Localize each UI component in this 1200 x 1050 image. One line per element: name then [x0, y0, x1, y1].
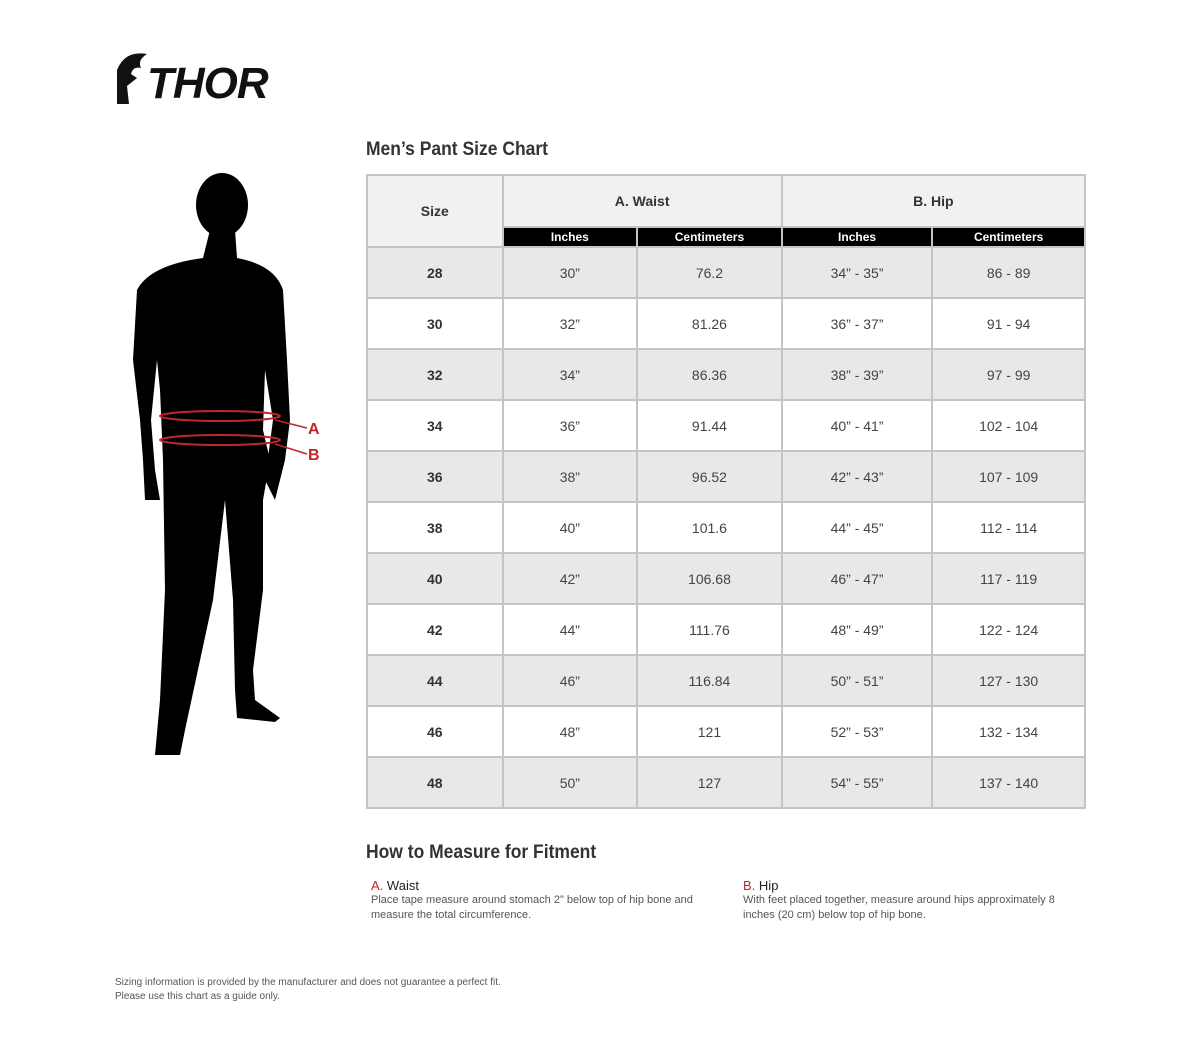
waist-inches-cell: 40”: [501, 501, 639, 554]
table-row: 48 50” 127 54” - 55” 137 - 140: [366, 756, 1086, 809]
size-cell: 28: [366, 246, 504, 299]
hip-cm-cell: 137 - 140: [931, 756, 1086, 809]
hip-inches-cell: 40” - 41”: [780, 399, 934, 452]
size-cell: 30: [366, 297, 504, 350]
waist-inches-cell: 48”: [501, 705, 639, 758]
table-row: 44 46” 116.84 50” - 51” 127 - 130: [366, 654, 1086, 707]
label-a: A: [308, 421, 320, 438]
hip-cm-cell: 102 - 104: [931, 399, 1086, 452]
waist-name: Waist: [386, 878, 419, 893]
size-cell: 38: [366, 501, 504, 554]
disclaimer-line-2: Please use this chart as a guide only.: [115, 991, 280, 1002]
waist-inches-cell: 36”: [501, 399, 639, 452]
disclaimer-line-1: Sizing information is provided by the ma…: [115, 977, 501, 988]
table-row: 28 30” 76.2 34” - 35” 86 - 89: [366, 246, 1086, 299]
waist-cm-cell: 116.84: [636, 654, 783, 707]
hip-cm-cell: 107 - 109: [931, 450, 1086, 503]
waist-inches-cell: 34”: [501, 348, 639, 401]
size-cell: 42: [366, 603, 504, 656]
hip-header: B. Hip: [780, 174, 1087, 228]
size-cell: 32: [366, 348, 504, 401]
hip-cm-cell: 122 - 124: [931, 603, 1086, 656]
waist-header: A. Waist: [501, 174, 783, 228]
waist-inches-cell: 46”: [501, 654, 639, 707]
hip-cm-header: Centimeters: [931, 226, 1086, 248]
waist-inches-cell: 44”: [501, 603, 639, 656]
hip-name: Hip: [758, 878, 779, 893]
table-row: 38 40” 101.6 44” - 45” 112 - 114: [366, 501, 1086, 554]
hip-line: [159, 434, 281, 446]
hip-inches-cell: 46” - 47”: [780, 552, 934, 605]
chart-title: Men’s Pant Size Chart: [366, 139, 548, 160]
size-header: Size: [366, 174, 504, 248]
hip-inches-cell: 44” - 45”: [780, 501, 934, 554]
hip-cm-cell: 97 - 99: [931, 348, 1086, 401]
waist-cm-cell: 86.36: [636, 348, 783, 401]
table-row: 34 36” 91.44 40” - 41” 102 - 104: [366, 399, 1086, 452]
hip-inches-cell: 36” - 37”: [780, 297, 934, 350]
hip-text: With feet placed together, measure aroun…: [743, 894, 1055, 921]
svg-text:THOR: THOR: [147, 59, 269, 108]
table-row: 30 32” 81.26 36” - 37” 91 - 94: [366, 297, 1086, 350]
hip-cm-cell: 127 - 130: [931, 654, 1086, 707]
size-cell: 34: [366, 399, 504, 452]
hip-letter: B.: [743, 878, 756, 893]
waist-inches-cell: 50”: [501, 756, 639, 809]
waist-inches-cell: 38”: [501, 450, 639, 503]
hip-cm-cell: 112 - 114: [931, 501, 1086, 554]
hip-inches-cell: 54” - 55”: [780, 756, 934, 809]
waist-cm-header: Centimeters: [636, 226, 783, 248]
waist-cm-cell: 121: [636, 705, 783, 758]
waist-cm-cell: 81.26: [636, 297, 783, 350]
waist-instructions: A. Waist Place tape measure around stoma…: [371, 878, 711, 923]
body-silhouette: A B: [133, 173, 320, 755]
thor-logo: THOR: [117, 53, 270, 108]
table-row: 32 34” 86.36 38” - 39” 97 - 99: [366, 348, 1086, 401]
waist-text: Place tape measure around stomach 2" bel…: [371, 894, 693, 921]
hip-cm-cell: 86 - 89: [931, 246, 1086, 299]
hip-inches-cell: 52” - 53”: [780, 705, 934, 758]
size-cell: 40: [366, 552, 504, 605]
waist-inches-cell: 42”: [501, 552, 639, 605]
waist-cm-cell: 106.68: [636, 552, 783, 605]
waist-cm-cell: 76.2: [636, 246, 783, 299]
size-cell: 36: [366, 450, 504, 503]
waist-cm-cell: 96.52: [636, 450, 783, 503]
waist-letter: A.: [371, 878, 384, 893]
table-row: 46 48” 121 52” - 53” 132 - 134: [366, 705, 1086, 758]
waist-inches-cell: 32”: [501, 297, 639, 350]
waist-cm-cell: 101.6: [636, 501, 783, 554]
table-row: 40 42” 106.68 46” - 47” 117 - 119: [366, 552, 1086, 605]
how-to-measure-title: How to Measure for Fitment: [366, 842, 597, 863]
disclaimer: Sizing information is provided by the ma…: [115, 976, 501, 1004]
table-row: 36 38” 96.52 42” - 43” 107 - 109: [366, 450, 1086, 503]
hip-inches-cell: 38” - 39”: [780, 348, 934, 401]
waist-line: [159, 410, 281, 422]
waist-cm-cell: 91.44: [636, 399, 783, 452]
table-row: 42 44” 111.76 48” - 49” 122 - 124: [366, 603, 1086, 656]
hip-cm-cell: 117 - 119: [931, 552, 1086, 605]
waist-inches-cell: 30”: [501, 246, 639, 299]
waist-cm-cell: 111.76: [636, 603, 783, 656]
size-cell: 48: [366, 756, 504, 809]
hip-inches-cell: 48” - 49”: [780, 603, 934, 656]
waist-inches-header: Inches: [501, 226, 639, 248]
hip-inches-cell: 34” - 35”: [780, 246, 934, 299]
hip-cm-cell: 91 - 94: [931, 297, 1086, 350]
hip-inches-header: Inches: [780, 226, 934, 248]
size-cell: 46: [366, 705, 504, 758]
size-cell: 44: [366, 654, 504, 707]
hip-cm-cell: 132 - 134: [931, 705, 1086, 758]
label-b: B: [308, 447, 320, 464]
size-table: Size A. Waist B. Hip Inches Centimeters …: [366, 174, 1087, 809]
waist-cm-cell: 127: [636, 756, 783, 809]
hip-instructions: B. Hip With feet placed together, measur…: [743, 878, 1073, 923]
hip-inches-cell: 50” - 51”: [780, 654, 934, 707]
hip-inches-cell: 42” - 43”: [780, 450, 934, 503]
